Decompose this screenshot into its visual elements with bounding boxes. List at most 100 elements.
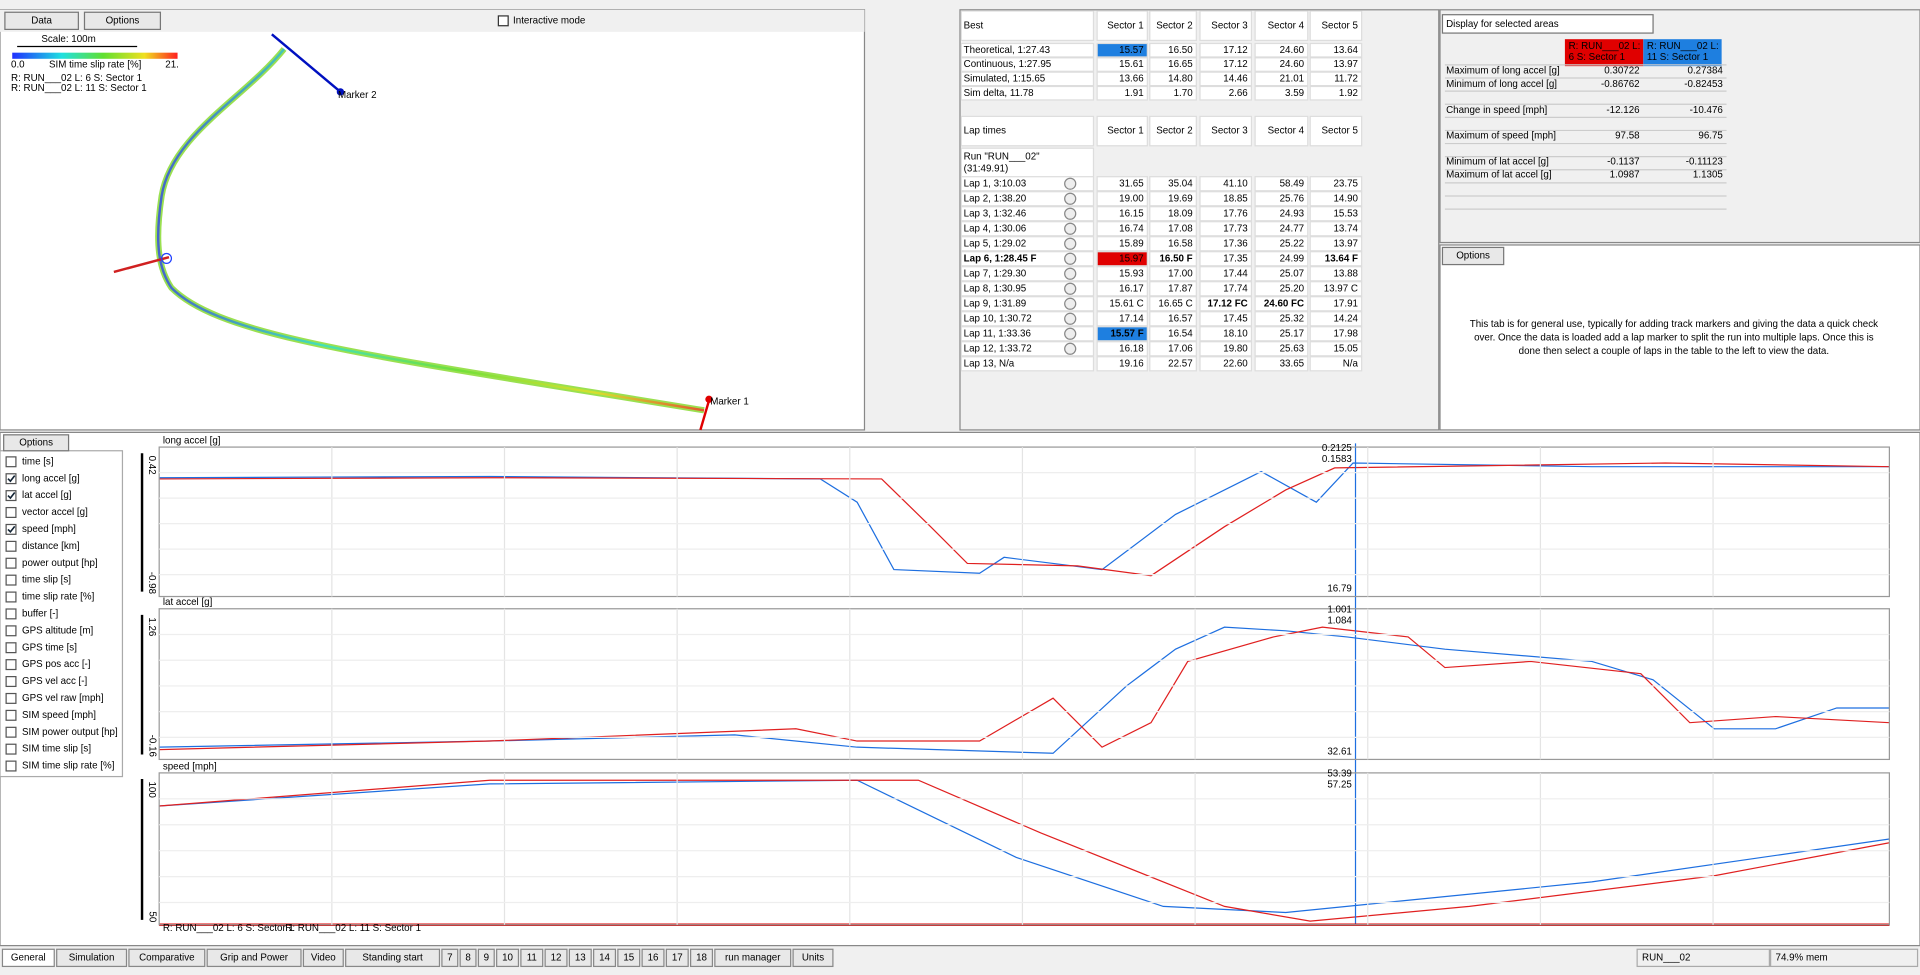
tab-label[interactable]: Standing start	[362, 952, 423, 963]
channel-label[interactable]: SIM time slip [s]	[22, 744, 91, 755]
channel-label[interactable]: time [s]	[22, 456, 54, 467]
tab[interactable]	[441, 948, 459, 968]
lap-radio[interactable]	[1064, 207, 1077, 220]
checkbox[interactable]	[5, 540, 17, 552]
tab[interactable]	[714, 948, 792, 968]
tab[interactable]	[345, 948, 441, 968]
channel-label[interactable]: SIM power output [hp]	[22, 727, 118, 738]
dropdown[interactable]	[1441, 14, 1654, 34]
tab-label[interactable]: Data	[31, 15, 52, 26]
checkbox[interactable]	[5, 659, 17, 671]
checkbox[interactable]	[5, 523, 17, 535]
button[interactable]	[1441, 246, 1505, 266]
checkbox[interactable]	[5, 692, 17, 704]
tab[interactable]	[459, 948, 477, 968]
tab-label[interactable]: Video	[311, 952, 336, 963]
lap-radio[interactable]	[1064, 297, 1077, 310]
tab[interactable]	[665, 948, 689, 968]
checkbox[interactable]	[5, 676, 17, 688]
tab[interactable]	[496, 948, 520, 968]
checkbox[interactable]	[5, 743, 17, 755]
checkbox[interactable]	[5, 760, 17, 772]
tab[interactable]	[641, 948, 665, 968]
channel-label[interactable]: buffer [-]	[22, 608, 59, 619]
tab-label[interactable]: 15	[623, 952, 634, 963]
tab-label[interactable]: 17	[672, 952, 683, 963]
channel-label[interactable]: GPS time [s]	[22, 642, 77, 653]
tab-label[interactable]: Comparative	[139, 952, 194, 963]
checkbox[interactable]	[5, 557, 17, 569]
channel-label[interactable]: time slip [s]	[22, 575, 71, 586]
tab[interactable]	[792, 948, 834, 968]
channel-label[interactable]: time slip rate [%]	[22, 592, 95, 603]
tab-label[interactable]: Options	[106, 15, 140, 26]
tab-label[interactable]: 13	[575, 952, 586, 963]
lap-radio[interactable]	[1064, 192, 1077, 205]
tab-label[interactable]: 18	[696, 952, 707, 963]
channel-label[interactable]: GPS altitude [m]	[22, 625, 93, 636]
tab-label[interactable]: 10	[502, 952, 513, 963]
lap-radio[interactable]	[1064, 342, 1077, 355]
tab-label[interactable]: 11	[527, 952, 537, 963]
checkbox[interactable]	[5, 473, 17, 485]
tab[interactable]	[690, 948, 714, 968]
tab-label[interactable]: Simulation	[69, 952, 115, 963]
tab[interactable]	[544, 948, 568, 968]
checkbox[interactable]	[497, 15, 509, 27]
tab-label[interactable]: 16	[648, 952, 659, 963]
checkbox[interactable]	[5, 591, 17, 603]
tab-label[interactable]: General	[11, 952, 46, 963]
tab-label[interactable]: Grip and Power	[220, 952, 289, 963]
channel-label[interactable]: lat accel [g]	[22, 490, 72, 501]
checkbox[interactable]	[5, 642, 17, 654]
lap-radio[interactable]	[1064, 312, 1077, 325]
channel-label[interactable]: vector accel [g]	[22, 507, 88, 518]
tab[interactable]	[1, 948, 55, 968]
tab[interactable]	[302, 948, 344, 968]
tab[interactable]	[83, 11, 162, 31]
tab-label[interactable]: run manager	[725, 952, 781, 963]
tab[interactable]	[520, 948, 544, 968]
lap-radio[interactable]	[1064, 252, 1077, 265]
checkbox[interactable]	[5, 490, 17, 502]
tab-label[interactable]: 14	[599, 952, 610, 963]
tab[interactable]	[568, 948, 592, 968]
channel-label[interactable]: GPS vel acc [-]	[22, 676, 87, 687]
lap-radio[interactable]	[1064, 237, 1077, 250]
channel-label[interactable]: GPS vel raw [mph]	[22, 693, 104, 704]
button-label[interactable]: Options	[19, 437, 53, 448]
tab-label[interactable]: Units	[802, 952, 824, 963]
channel-label[interactable]: SIM time slip rate [%]	[22, 761, 115, 772]
lap-radio[interactable]	[1064, 282, 1077, 295]
checkbox[interactable]	[5, 726, 17, 738]
button-label[interactable]: Options	[1456, 251, 1490, 262]
tab-label[interactable]: 7	[447, 952, 452, 963]
checkbox[interactable]	[5, 506, 17, 518]
channel-label[interactable]: GPS pos acc [-]	[22, 659, 91, 670]
checkbox[interactable]	[5, 574, 17, 586]
channel-label[interactable]: distance [km]	[22, 541, 80, 552]
lap-radio[interactable]	[1064, 177, 1077, 190]
button[interactable]	[3, 434, 70, 452]
channel-label[interactable]: long accel [g]	[22, 473, 80, 484]
lap-radio[interactable]	[1064, 327, 1077, 340]
tab-label[interactable]: 12	[551, 952, 562, 963]
tab[interactable]	[593, 948, 617, 968]
checkbox[interactable]	[5, 608, 17, 620]
tab[interactable]	[4, 11, 79, 31]
dropdown-label[interactable]: Display for selected areas	[1446, 19, 1559, 30]
tab[interactable]	[617, 948, 641, 968]
tab[interactable]	[477, 948, 495, 968]
tab[interactable]	[206, 948, 302, 968]
checkbox[interactable]	[5, 709, 17, 721]
tab-label[interactable]: 9	[484, 952, 489, 963]
checkbox[interactable]	[5, 625, 17, 637]
channel-label[interactable]: SIM speed [mph]	[22, 710, 96, 721]
channel-label[interactable]: speed [mph]	[22, 524, 76, 535]
tab[interactable]	[128, 948, 206, 968]
checkbox[interactable]	[5, 456, 17, 468]
tab-label[interactable]: 8	[465, 952, 471, 963]
tab[interactable]	[56, 948, 128, 968]
lap-radio[interactable]	[1064, 222, 1077, 235]
channel-label[interactable]: power output [hp]	[22, 558, 98, 569]
